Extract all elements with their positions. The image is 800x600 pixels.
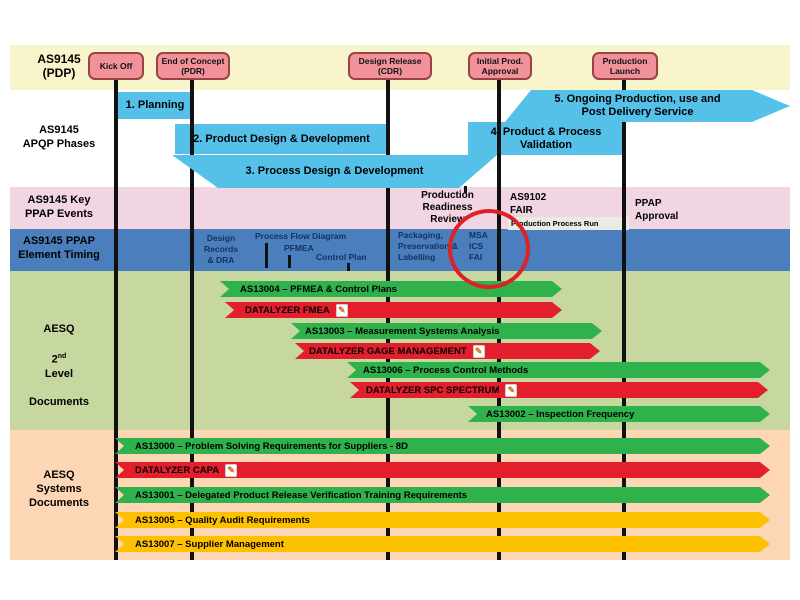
datalyzer-logo-icon: ✎ (505, 384, 517, 397)
ppap-approval: PPAP Approval (635, 198, 679, 222)
pfmea-tick (288, 255, 291, 268)
milestone-pdr: End of Concept (PDR) (156, 52, 230, 80)
process-flow-diagram: Process Flow Diagram (255, 231, 347, 241)
bar-as13006: AS13006 – Process Control Methods (347, 362, 770, 378)
production-readiness-review: Production Readiness Review (421, 190, 474, 225)
as9102-fair: AS9102 FAIR (510, 192, 547, 216)
phase-3-process-design: 3. Process Design & Development (172, 155, 497, 188)
ppap-events-label: AS9145 Key PPAP Events (24, 194, 94, 220)
bar-datalyzer-fmea: DATALYZER FMEA ✎ (225, 302, 562, 318)
design-records-dra: Design Records & DRA (203, 233, 238, 265)
pdp-label: AS9145 (PDP) (37, 52, 81, 80)
ppap-timing-label: AS9145 PPAP Element Timing (18, 235, 100, 261)
datalyzer-logo-icon: ✎ (336, 304, 348, 317)
readiness-tick (464, 186, 467, 193)
bar-as13003: AS13003 – Measurement Systems Analysis (291, 323, 602, 339)
bar-as13001: AS13001 – Delegated Product Release Veri… (115, 487, 770, 503)
milestone-ipa: Initial Prod. Approval (468, 52, 532, 80)
phase-2-product-design: 2. Product Design & Development (175, 124, 388, 154)
bar-datalyzer-spc: DATALYZER SPC SPECTRUM ✎ (350, 382, 768, 398)
phase-1-planning: 1. Planning (118, 92, 192, 119)
control-plan: Control Plan (316, 252, 367, 262)
ppap-timing-band (10, 229, 790, 271)
bar-as13007: AS13007 – Supplier Management (115, 536, 770, 552)
bar-datalyzer-gage: DATALYZER GAGE MANAGEMENT ✎ (295, 343, 600, 359)
production-process-run: Production Process Run (511, 219, 599, 228)
milestone-line-launch (622, 60, 626, 560)
milestone-line-pdr (190, 60, 194, 560)
milestone-line-kickoff (114, 60, 118, 560)
phase-4-validation: 4. Product & Process Validation (468, 122, 624, 155)
bar-as13000: AS13000 – Problem Solving Requirements f… (115, 438, 770, 454)
phase-5-ongoing-production: 5. Ongoing Production, use and Post Deli… (505, 90, 790, 122)
bar-as13005: AS13005 – Quality Audit Requirements (115, 512, 770, 528)
bar-as13004: AS13004 – PFMEA & Control Plans (220, 281, 562, 297)
highlight-circle (448, 209, 530, 289)
control-plan-tick (347, 263, 350, 271)
process-flow-tick (265, 243, 268, 268)
bar-as13002: AS13002 – Inspection Frequency (468, 406, 770, 422)
bar-datalyzer-capa: DATALYZER CAPA ✎ (115, 462, 770, 478)
apqp-label: AS9145 APQP Phases (22, 124, 96, 150)
milestone-cdr: Design Release (CDR) (348, 52, 432, 80)
aesq-systems-label: AESQ Systems Documents (29, 469, 89, 509)
milestone-launch: Production Launch (592, 52, 658, 80)
datalyzer-logo-icon: ✎ (473, 345, 485, 358)
milestone-kickoff: Kick Off (88, 52, 144, 80)
aesq-level2-label: AESQ 2nd Level Documents (29, 323, 89, 408)
datalyzer-logo-icon: ✎ (225, 464, 237, 477)
ppap-events-band (10, 187, 790, 229)
production-process-run-strip (508, 217, 629, 230)
pfmea: PFMEA (284, 243, 314, 253)
